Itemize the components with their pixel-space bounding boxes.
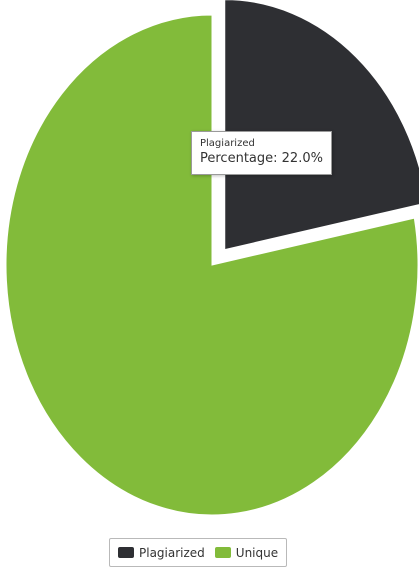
chart-legend: Plagiarized Unique [109, 538, 288, 567]
legend-label-unique: Unique [235, 545, 279, 560]
pie-slice-plagiarized[interactable] [224, 0, 419, 251]
legend-swatch-plagiarized [118, 547, 134, 558]
chart-tooltip: Plagiarized Percentage: 22.0% [191, 131, 332, 175]
tooltip-value-row: Percentage: 22.0% [200, 151, 323, 166]
tooltip-series-name: Plagiarized [200, 138, 255, 149]
pie-slices [5, 0, 419, 516]
legend-swatch-unique [214, 547, 231, 558]
legend-item-plagiarized[interactable]: Plagiarized [118, 546, 205, 560]
legend-item-unique[interactable]: Unique [214, 545, 279, 560]
tooltip-value: 22.0% [281, 151, 323, 166]
pie-slice-unique[interactable] [5, 14, 419, 516]
legend-label-plagiarized: Plagiarized [139, 545, 205, 560]
tooltip-label: Percentage [200, 151, 274, 166]
